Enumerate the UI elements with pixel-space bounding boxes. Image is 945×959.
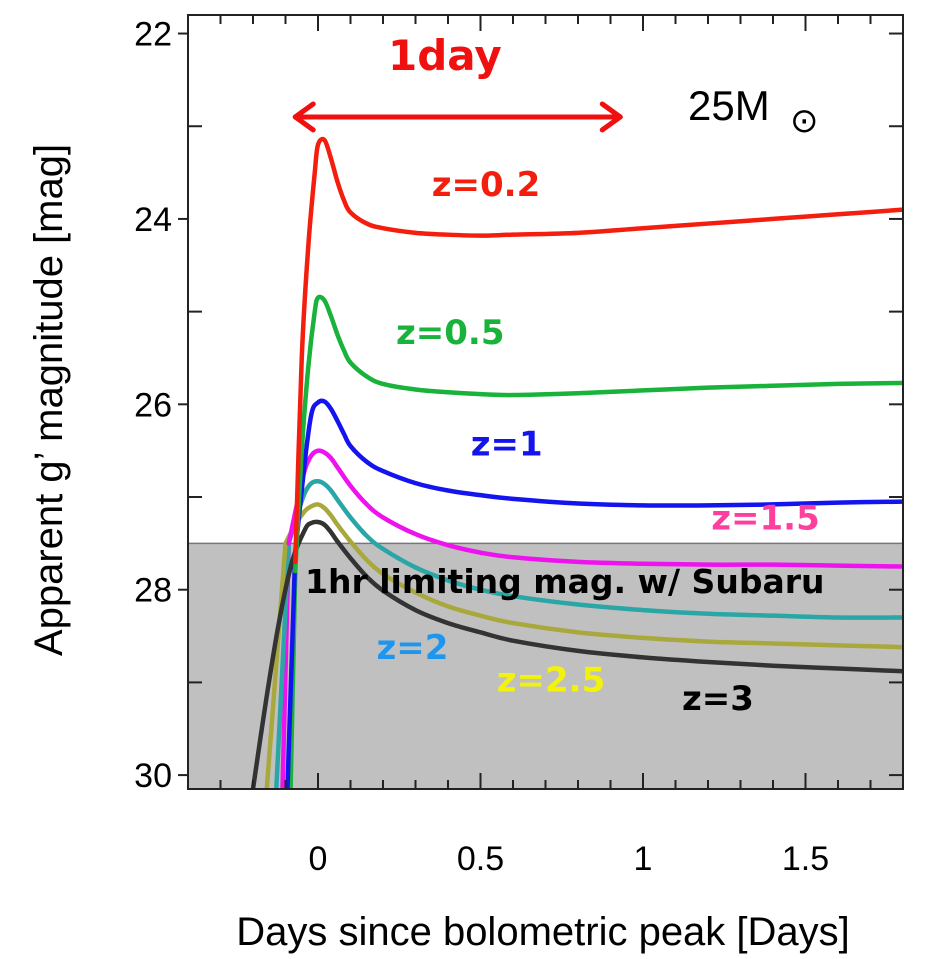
- y-axis-title: Apparent g’ magnitude [mag]: [27, 144, 71, 656]
- axis-titles: Days since bolometric peak [Days] Appare…: [27, 144, 850, 954]
- series-layer: [250, 136, 903, 789]
- y-tick-label: 22: [134, 16, 172, 54]
- series-label: z=0.2: [432, 165, 541, 205]
- series-label: z=3: [682, 679, 754, 719]
- duration-arrow-head-left: [292, 101, 316, 133]
- x-tick-label: 1.5: [782, 840, 829, 878]
- y-tick-label: 26: [134, 386, 172, 424]
- duration-arrow: [292, 101, 623, 133]
- series-line-z-0-5: [293, 294, 903, 574]
- curves-group: [250, 136, 903, 789]
- series-line-z-2: [286, 478, 903, 620]
- mass-value: 25M: [688, 82, 770, 129]
- series-line-z-1: [293, 398, 903, 555]
- series-label: z=2: [377, 628, 449, 668]
- series-line-z-2-5: [283, 502, 903, 650]
- y-tick-label: 28: [134, 572, 172, 610]
- series-line-z-3: [250, 519, 903, 789]
- y-tick-label: 30: [134, 757, 172, 795]
- axis-ticks: 0 0.5 1 1.5 22 24 26 28 30: [134, 15, 904, 878]
- x-tick-label: 0: [309, 840, 328, 878]
- series-drop-2: [285, 552, 298, 789]
- annotations: 1hr limiting mag. w/ Subaru 1day 25M ⊙: [292, 31, 824, 601]
- series-label: z=1: [471, 424, 543, 464]
- series-labels: z=0.2 z=0.5 z=1 z=1.5 z=2 z=2.5 z=3: [377, 165, 820, 719]
- series-line-z-1-5: [286, 448, 903, 569]
- series-line-z-0-2: [293, 136, 903, 565]
- x-tick-label: 0.5: [457, 840, 504, 878]
- duration-label: 1day: [388, 31, 502, 80]
- solar-symbol: ⊙: [790, 102, 819, 140]
- duration-arrow-head-right: [599, 101, 623, 133]
- y-tick-label: 24: [134, 201, 172, 239]
- series-label: z=1.5: [711, 498, 820, 538]
- limiting-magnitude-label: 1hr limiting mag. w/ Subaru: [305, 562, 824, 601]
- mass-label: 25M ⊙: [688, 82, 819, 140]
- series-label: z=2.5: [497, 661, 606, 701]
- x-tick-label: 1: [634, 840, 653, 878]
- series-label: z=0.5: [396, 313, 505, 353]
- x-axis-title: Days since bolometric peak [Days]: [236, 910, 850, 954]
- series-drop-5: [264, 543, 288, 789]
